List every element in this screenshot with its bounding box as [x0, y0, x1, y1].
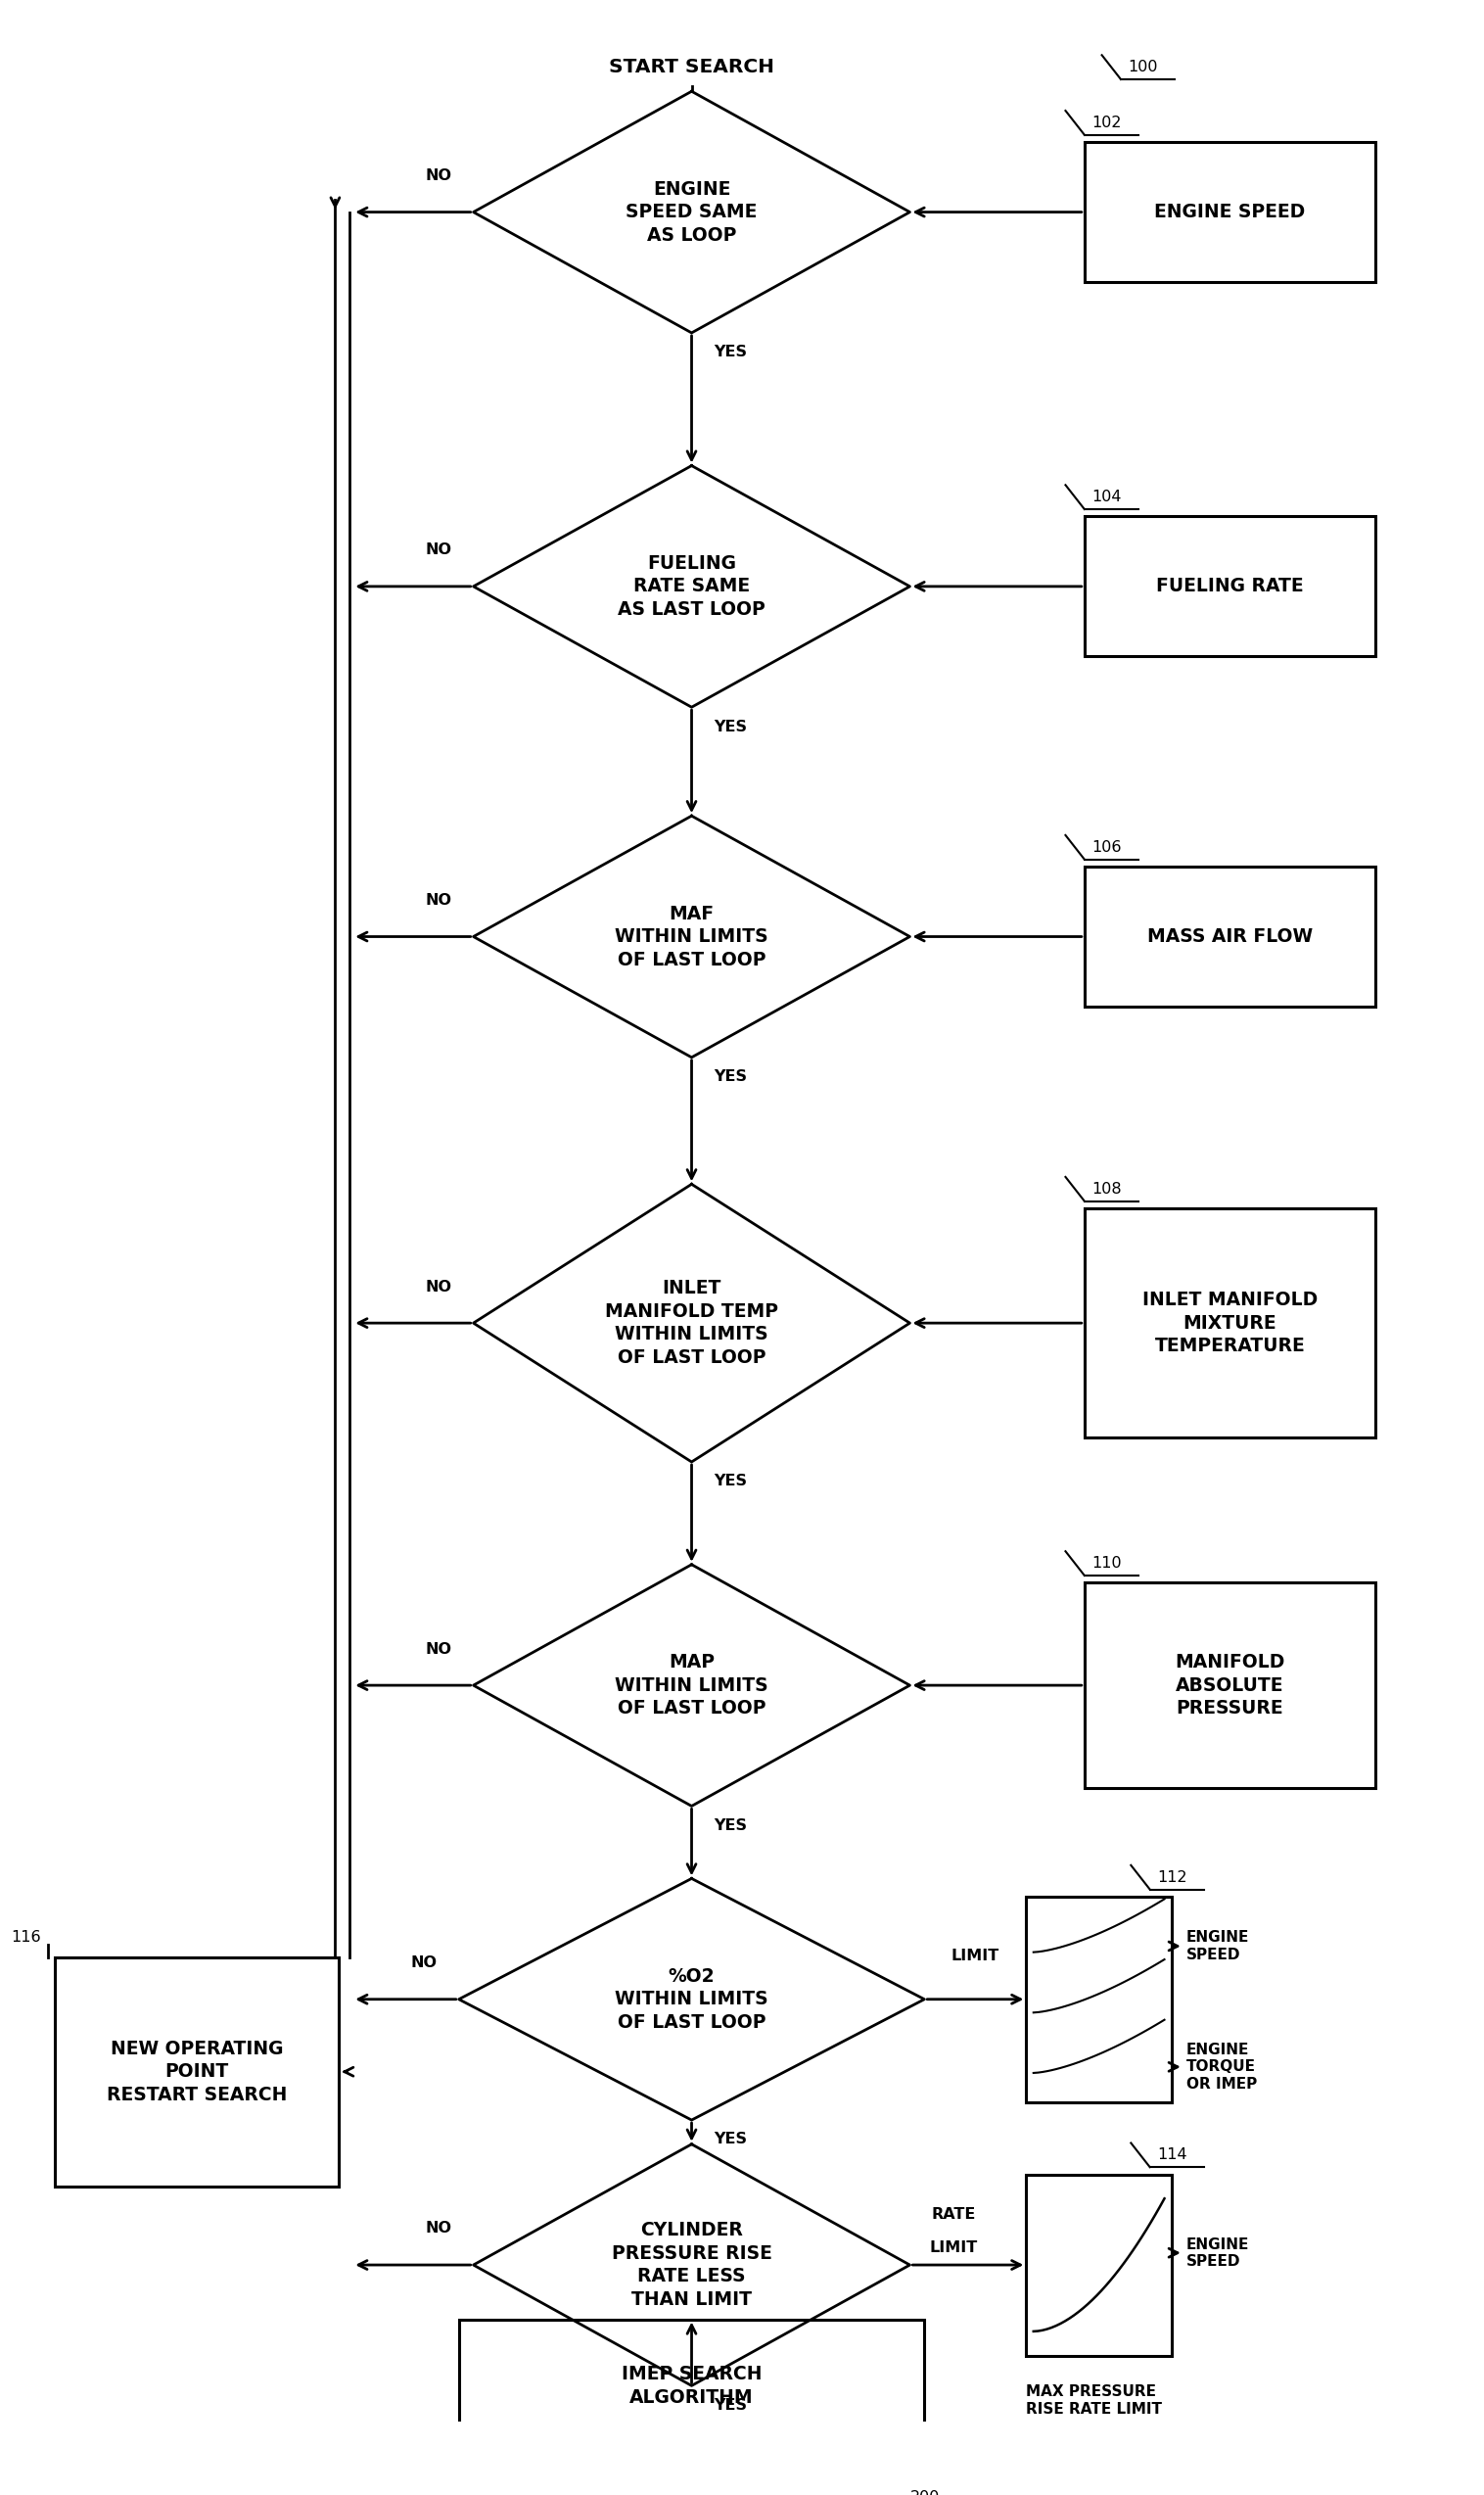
Text: YES: YES: [714, 1475, 746, 1490]
Text: YES: YES: [714, 2133, 746, 2146]
Text: ENGINE
SPEED: ENGINE SPEED: [1186, 1931, 1250, 1961]
Text: INLET MANIFOLD
MIXTURE
TEMPERATURE: INLET MANIFOLD MIXTURE TEMPERATURE: [1143, 1290, 1318, 1355]
Text: 100: 100: [1128, 60, 1158, 75]
Text: MAF
WITHIN LIMITS
OF LAST LOOP: MAF WITHIN LIMITS OF LAST LOOP: [614, 903, 769, 968]
Text: 102: 102: [1092, 115, 1122, 130]
Text: NO: NO: [424, 1280, 451, 1295]
Bar: [1027, 1896, 1172, 2101]
Text: FUELING RATE: FUELING RATE: [1156, 576, 1303, 596]
Text: NO: NO: [424, 2221, 451, 2236]
Text: 116: 116: [10, 1931, 40, 1946]
Text: 104: 104: [1092, 489, 1122, 504]
Bar: [1085, 1582, 1376, 1789]
Text: YES: YES: [714, 1819, 746, 1834]
Text: ENGINE SPEED: ENGINE SPEED: [1155, 202, 1306, 222]
Text: MAX PRESSURE
RISE RATE LIMIT: MAX PRESSURE RISE RATE LIMIT: [1027, 2385, 1162, 2415]
Bar: [1085, 866, 1376, 1005]
Text: START SEARCH: START SEARCH: [608, 57, 775, 77]
Bar: [1085, 1208, 1376, 1437]
Text: ENGINE
SPEED: ENGINE SPEED: [1186, 2238, 1250, 2268]
Text: NO: NO: [424, 544, 451, 556]
Text: YES: YES: [714, 719, 746, 734]
Text: YES: YES: [714, 344, 746, 359]
Text: NO: NO: [424, 170, 451, 182]
Text: LIMIT: LIMIT: [929, 2241, 978, 2255]
Text: MANIFOLD
ABSOLUTE
PRESSURE: MANIFOLD ABSOLUTE PRESSURE: [1175, 1654, 1285, 1717]
Text: FUELING
RATE SAME
AS LAST LOOP: FUELING RATE SAME AS LAST LOOP: [617, 554, 766, 619]
Bar: [55, 1956, 338, 2186]
Text: NO: NO: [424, 893, 451, 908]
Text: IMEP SEARCH
ALGORITHM: IMEP SEARCH ALGORITHM: [622, 2365, 761, 2408]
Bar: [1085, 142, 1376, 282]
Text: MAP
WITHIN LIMITS
OF LAST LOOP: MAP WITHIN LIMITS OF LAST LOOP: [614, 1654, 769, 1717]
Text: LIMIT: LIMIT: [951, 1949, 999, 1964]
Text: 110: 110: [1092, 1557, 1122, 1569]
Text: RATE: RATE: [932, 2206, 975, 2221]
Bar: [1085, 516, 1376, 656]
Text: YES: YES: [714, 2398, 746, 2413]
Text: ENGINE
SPEED SAME
AS LOOP: ENGINE SPEED SAME AS LOOP: [626, 180, 757, 245]
Text: NO: NO: [424, 1642, 451, 1657]
Bar: [459, 2320, 925, 2453]
Text: NEW OPERATING
POINT
RESTART SEARCH: NEW OPERATING POINT RESTART SEARCH: [107, 2038, 288, 2103]
Text: 114: 114: [1158, 2148, 1187, 2163]
Text: %O2
WITHIN LIMITS
OF LAST LOOP: %O2 WITHIN LIMITS OF LAST LOOP: [614, 1966, 769, 2031]
Text: NO: NO: [411, 1956, 436, 1971]
Text: ENGINE
TORQUE
OR IMEP: ENGINE TORQUE OR IMEP: [1186, 2043, 1257, 2091]
Text: 112: 112: [1158, 1869, 1187, 1884]
Text: YES: YES: [714, 1070, 746, 1085]
Text: MASS AIR FLOW: MASS AIR FLOW: [1147, 928, 1313, 946]
Text: CYLINDER
PRESSURE RISE
RATE LESS
THAN LIMIT: CYLINDER PRESSURE RISE RATE LESS THAN LI…: [611, 2221, 772, 2308]
Text: 106: 106: [1092, 841, 1122, 853]
Text: 108: 108: [1092, 1183, 1122, 1195]
Bar: [1027, 2173, 1172, 2355]
Text: 200: 200: [910, 2490, 939, 2495]
Text: INLET
MANIFOLD TEMP
WITHIN LIMITS
OF LAST LOOP: INLET MANIFOLD TEMP WITHIN LIMITS OF LAS…: [605, 1280, 778, 1367]
